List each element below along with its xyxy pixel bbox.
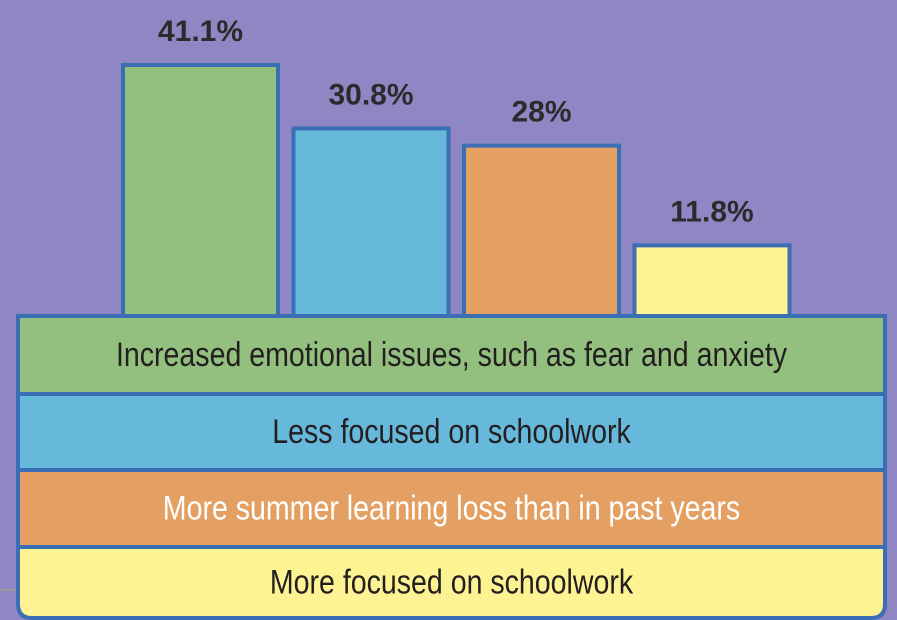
bar — [632, 243, 792, 324]
value-label: 28% — [511, 96, 571, 129]
legend-box — [16, 468, 887, 549]
bar — [462, 143, 621, 324]
legend-label: Increased emotional issues, such as fear… — [116, 336, 787, 374]
legend-box — [16, 545, 887, 620]
value-label: 41.1% — [158, 15, 243, 48]
legend-label: More summer learning loss than in past y… — [163, 489, 740, 527]
bar — [121, 63, 280, 324]
value-label: 11.8% — [670, 195, 753, 228]
legend-label: Less focused on schoolwork — [272, 413, 631, 451]
bar — [291, 126, 451, 324]
value-label: 30.8% — [328, 78, 413, 111]
legend-label: More focused on schoolwork — [270, 563, 634, 601]
legend-box — [16, 314, 887, 396]
